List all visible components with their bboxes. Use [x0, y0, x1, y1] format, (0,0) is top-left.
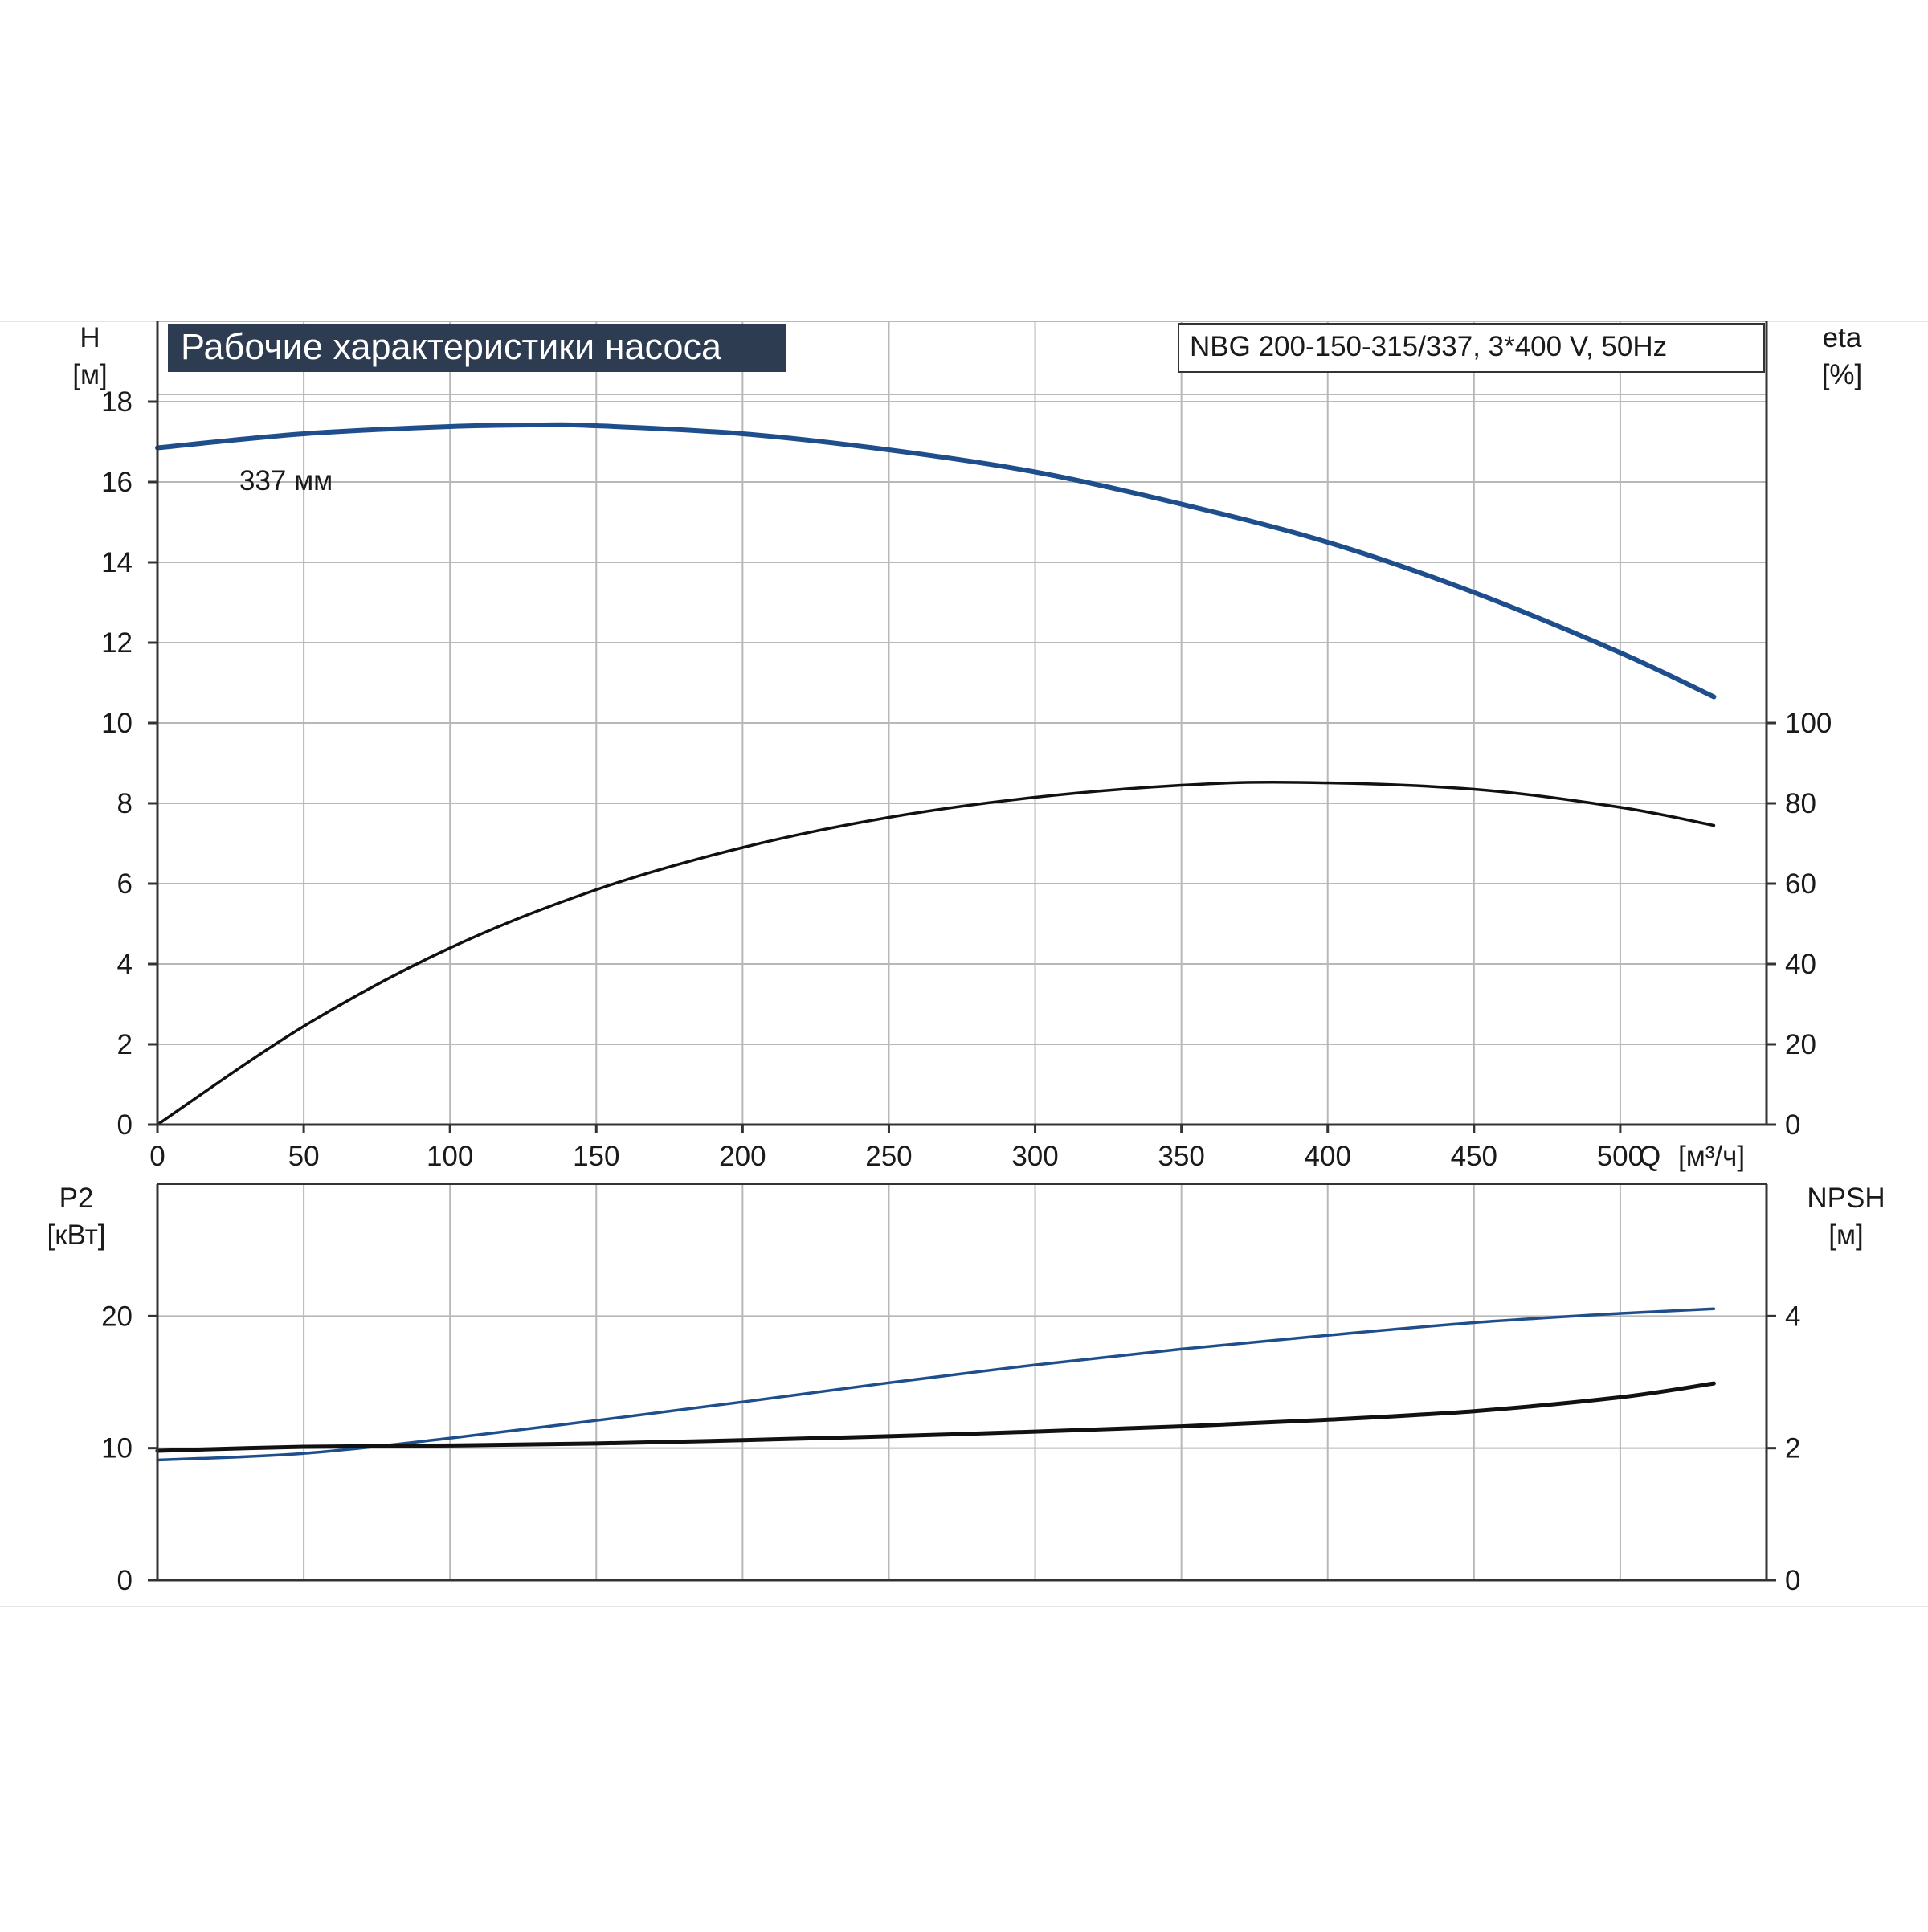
lower-right-tick-label: 0	[1785, 1565, 1800, 1596]
upper-left-tick-label: 6	[117, 868, 133, 900]
lower-right-axis-unit: [м]	[1828, 1219, 1864, 1251]
npsh-curve	[155, 1381, 1716, 1453]
x-tick-label: 400	[1305, 1141, 1351, 1172]
lower-right-axis-name: NPSH	[1807, 1182, 1885, 1214]
upper-left-tick-label: 14	[101, 547, 133, 578]
upper-left-tick-label: 16	[101, 467, 133, 498]
x-tick-label: 300	[1011, 1141, 1058, 1172]
upper-left-axis-unit: [м]	[72, 359, 108, 390]
lower-left-axis-name: P2	[59, 1182, 94, 1214]
model-box-frame	[1178, 323, 1765, 373]
head-curve-label: 337 мм	[239, 465, 333, 496]
lower-left-tick-label: 0	[117, 1565, 133, 1596]
upper-right-tick-label: 0	[1785, 1109, 1800, 1141]
lower-left-tick-label: 10	[101, 1433, 133, 1464]
upper-right-tick-label: 60	[1785, 868, 1816, 900]
upper-right-axis-name: eta	[1823, 322, 1862, 353]
x-axis-unit: [м³/ч]	[1678, 1141, 1745, 1172]
head-curve	[155, 422, 1717, 700]
upper-left-tick-label: 12	[101, 627, 133, 659]
chart-title: Рабочие характеристики насоса	[181, 326, 722, 367]
upper-left-axis-name: H	[80, 322, 100, 353]
power-curve	[156, 1307, 1716, 1462]
upper-left-tick-label: 2	[117, 1029, 133, 1060]
lower-plot-grid	[157, 1183, 1767, 1580]
x-tick-label: 50	[288, 1141, 320, 1172]
model-label: NBG 200-150-315/337, 3*400 V, 50Hz	[1190, 331, 1667, 362]
title-box: Рабочие характеристики насоса	[168, 324, 786, 372]
x-tick-label: 100	[427, 1141, 473, 1172]
upper-left-tick-label: 4	[117, 949, 133, 980]
upper-left-tick-label: 10	[101, 708, 133, 739]
axes-layer	[148, 321, 1776, 1582]
lower-right-tick-label: 2	[1785, 1433, 1800, 1464]
model-box: NBG 200-150-315/337, 3*400 V, 50Hz	[1178, 323, 1765, 373]
x-tick-label: 500	[1597, 1141, 1644, 1172]
lower-left-tick-label: 20	[101, 1301, 133, 1332]
upper-right-tick-label: 40	[1785, 949, 1816, 980]
upper-right-tick-label: 100	[1785, 708, 1832, 739]
upper-left-tick-label: 8	[117, 788, 133, 819]
title-background	[168, 324, 786, 372]
upper-plot-grid	[157, 321, 1767, 1125]
x-tick-label: 350	[1158, 1141, 1204, 1172]
upper-left-tick-label: 18	[101, 386, 133, 418]
upper-right-tick-label: 20	[1785, 1029, 1816, 1060]
x-tick-label: 200	[719, 1141, 766, 1172]
x-tick-label: 250	[865, 1141, 912, 1172]
x-tick-label: 450	[1451, 1141, 1497, 1172]
lower-left-axis-unit: [кВт]	[47, 1219, 106, 1251]
x-tick-label: 0	[149, 1141, 165, 1172]
upper-right-tick-label: 80	[1785, 788, 1816, 819]
x-tick-label: 150	[573, 1141, 619, 1172]
upper-left-tick-label: 0	[117, 1109, 133, 1141]
efficiency-curve	[156, 781, 1716, 1126]
x-axis-name: Q	[1639, 1141, 1660, 1172]
lower-plot-area	[157, 1184, 1767, 1580]
x-axis-title: Q [м³/ч]	[1639, 1141, 1745, 1172]
curves-layer	[155, 422, 1717, 1462]
lower-right-tick-label: 4	[1785, 1301, 1800, 1332]
upper-right-axis-unit: [%]	[1822, 359, 1863, 390]
